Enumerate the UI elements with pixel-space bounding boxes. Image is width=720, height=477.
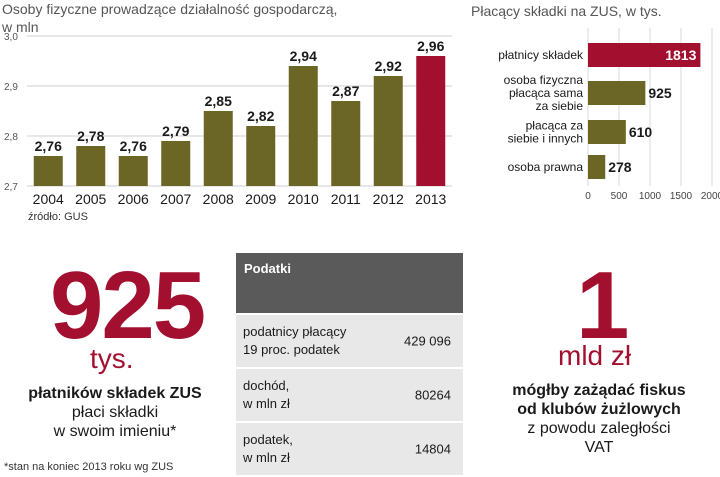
right-stat-bold-line-2: od klubów żużlowych (517, 401, 681, 418)
bar-value-label: 2,92 (375, 58, 402, 74)
left-stat-unit: tys. (90, 343, 134, 374)
bar (76, 146, 106, 186)
y-tick-label: osoba prawna (508, 160, 584, 174)
bar-value-label: 1813 (665, 47, 696, 63)
right-stat-bold-line-1: mógłby zażądać fiskus (512, 382, 686, 399)
tax-row-label-line: w mln zł (243, 396, 290, 411)
bar (416, 56, 446, 186)
x-tick-label: 2008 (203, 191, 234, 207)
tax-row-value: 80264 (414, 387, 451, 403)
bar (588, 155, 606, 179)
bar (588, 120, 626, 144)
bar-value-label: 2,76 (120, 138, 147, 154)
bar-value-label: 2,78 (77, 128, 104, 144)
y-tick-label: za siebie (536, 99, 584, 113)
x-tick-label: 2000 (701, 191, 720, 202)
right-stat-number: 1 (576, 252, 629, 359)
y-tick-label: płacąca sama (509, 86, 583, 100)
x-tick-label: 1000 (639, 191, 662, 202)
bar-value-label: 610 (629, 124, 653, 140)
tax-row-label-line: dochód, (243, 378, 290, 393)
tax-table-row: podatnicy płacący 19 proc. podatek 429 0… (236, 315, 463, 367)
tax-row-value: 14804 (414, 441, 451, 457)
bar-value-label: 278 (608, 159, 632, 175)
x-tick-label: 2004 (33, 191, 64, 207)
bar-chart-subtitle: w mln (2, 19, 39, 35)
left-stat-bold: płatników składek ZUS (28, 385, 202, 402)
right-stat-line-1: z powodu zaległości (527, 420, 671, 437)
bar (33, 156, 63, 186)
hbar-chart-title: Płacący składki na ZUS, w tys. (471, 3, 662, 19)
tax-row-label: podatek, w mln zł (243, 431, 293, 467)
x-tick-label: 2011 (331, 191, 361, 207)
x-tick-label: 1500 (670, 191, 693, 202)
right-stat-line-2: VAT (584, 439, 614, 456)
y-tick-label: płacąca za (526, 119, 584, 133)
right-stat-block: 1 mld zł mógłby zażądać fiskus od klubów… (478, 250, 720, 477)
tax-table-row: dochód, w mln zł 80264 (236, 369, 463, 421)
x-tick-label: 2005 (75, 191, 106, 207)
y-tick-label: płatnicy składek (498, 48, 584, 62)
y-tick-label: 2,8 (4, 132, 18, 143)
left-stat-number: 925 (50, 252, 206, 359)
tax-row-label-line: podatnicy płacący (243, 324, 347, 339)
tax-table-row: podatek, w mln zł 14804 (236, 423, 463, 475)
bar-value-label: 2,79 (162, 123, 189, 139)
y-tick-label: siebie i innych (508, 132, 583, 146)
footnote: *stan na koniec 2013 roku wg ZUS (4, 461, 174, 473)
x-tick-label: 500 (611, 191, 628, 202)
years-bar-chart: 2,7 2,8 2,9 3,0 2,76 2004 2,78 2005 2,76 2006 2,79… (4, 32, 452, 223)
bar (373, 76, 403, 186)
x-tick-label: 2009 (245, 191, 276, 207)
x-tick-label: 2006 (118, 191, 149, 207)
bar-value-label: 925 (648, 85, 672, 101)
bar (331, 101, 361, 186)
bar-value-label: 2,94 (290, 48, 317, 64)
bar (588, 43, 701, 67)
tax-row-label: dochód, w mln zł (243, 377, 290, 413)
bar (588, 81, 646, 105)
bar (246, 126, 276, 186)
tax-row-label-line: 19 proc. podatek (243, 342, 340, 357)
right-stat-unit: mld zł (558, 340, 632, 371)
bar-value-label: 2,96 (417, 38, 444, 54)
zus-payers-bar-chart: 0 500 1000 1500 2000 1813 płatnicy składek 925 o… (498, 28, 720, 202)
left-stat-line-2: w swoim imieniu* (53, 423, 177, 440)
bar (203, 111, 233, 186)
y-tick-label: 2,9 (4, 82, 18, 93)
tax-row-label-line: podatek, (243, 432, 293, 447)
y-tick-label: 3,0 (4, 32, 18, 43)
bar-value-label: 2,85 (205, 93, 232, 109)
tax-table-header: Podatki (236, 253, 463, 313)
y-tick-label: 2,7 (4, 182, 18, 193)
x-tick-label: 0 (585, 191, 591, 202)
x-tick-label: 2012 (373, 191, 404, 207)
bar-value-label: 2,87 (332, 83, 359, 99)
bar (161, 141, 191, 186)
tax-row-label-line: w mln zł (243, 450, 290, 465)
bar-value-label: 2,76 (35, 138, 62, 154)
tax-row-label: podatnicy płacący 19 proc. podatek (243, 323, 346, 359)
y-tick-label: osoba fizyczna (504, 73, 584, 87)
tax-row-value: 429 096 (404, 333, 451, 349)
bar-chart-title: Osoby fizyczne prowadzące działalność go… (2, 1, 338, 17)
tax-table-header-label: Podatki (244, 261, 291, 276)
left-stat-line-1: płaci składki (71, 404, 159, 421)
source-label: źródło: GUS (28, 211, 88, 223)
bar (288, 66, 318, 186)
bar-value-label: 2,82 (247, 108, 274, 124)
left-stat-block: 925 tys. płatników składek ZUS płaci skł… (0, 250, 230, 477)
x-tick-label: 2007 (160, 191, 191, 207)
x-tick-label: 2010 (288, 191, 319, 207)
x-tick-label: 2013 (415, 191, 446, 207)
bar (118, 156, 148, 186)
